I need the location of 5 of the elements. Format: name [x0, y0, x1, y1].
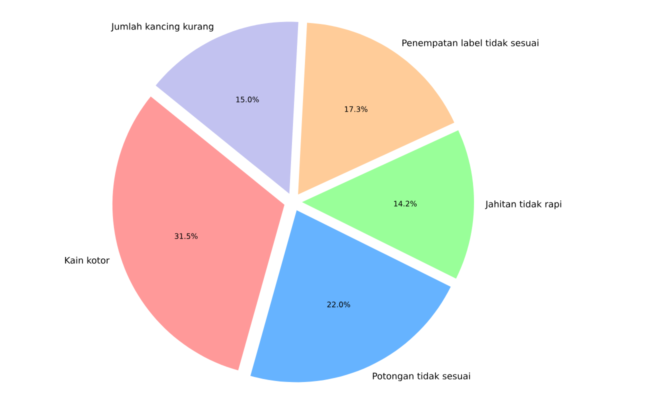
slice-label: Penempatan label tidak sesuai — [402, 39, 538, 48]
slice-label: Kain kotor — [65, 256, 110, 264]
slice-label: Jahitan tidak rapi — [485, 200, 562, 210]
slice-label: Jumlah kancing kurang — [110, 22, 214, 32]
slice-label: Potongan tidak sesuai — [372, 372, 470, 382]
